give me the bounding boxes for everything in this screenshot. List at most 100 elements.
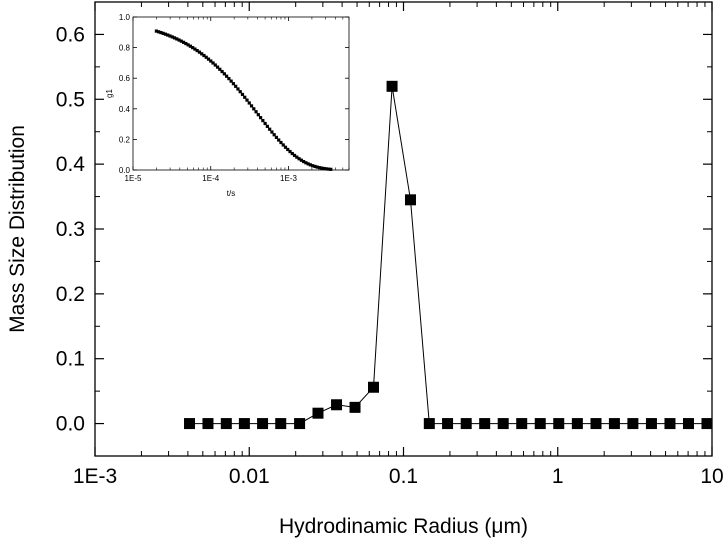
inset-data-point	[249, 104, 254, 108]
inset-data-point	[268, 127, 272, 131]
x-tick-label: 0.1	[389, 465, 418, 488]
data-point	[571, 418, 583, 430]
data-point	[331, 399, 343, 411]
data-point	[184, 418, 196, 430]
inset-data-point	[279, 140, 283, 145]
inset-plot: 1E-5 1E-4 1E-3 0.0 0.2 0.4 0.6 0.8 1.0 t/s g1	[105, 13, 350, 198]
data-point	[238, 418, 250, 430]
data-point	[497, 418, 509, 430]
data-point	[202, 418, 214, 430]
x-tick-label: 10	[700, 465, 723, 488]
inset-data-point	[234, 84, 238, 88]
y-tick-label: 0.6	[56, 23, 85, 46]
inset-data-point	[161, 31, 165, 35]
inset-data-point	[191, 46, 195, 50]
inset-y-tick-label: 0.2	[119, 135, 131, 144]
inset-data-point	[252, 107, 256, 111]
inset-data-point	[238, 90, 242, 94]
inset-data-point	[258, 116, 263, 120]
data-point	[534, 418, 546, 430]
inset-data-point	[202, 53, 206, 58]
data-point	[257, 418, 269, 430]
inset-data-point	[311, 164, 315, 168]
inset-data-point	[265, 124, 269, 128]
inset-data-point	[290, 151, 294, 156]
inset-data-point	[211, 61, 215, 65]
inset-data-point	[322, 166, 326, 171]
inset-data-point	[229, 79, 233, 83]
data-point	[682, 418, 694, 430]
inset-data-point	[324, 167, 328, 171]
inset-data-point	[299, 158, 303, 162]
y-tick-label: 0.5	[56, 88, 85, 111]
inset-data-point	[297, 157, 301, 161]
data-point	[294, 418, 306, 430]
inset-data-point	[270, 130, 274, 134]
inset-data-point	[172, 36, 177, 40]
inset-data-point	[168, 34, 172, 38]
inset-data-point	[213, 63, 217, 67]
data-point	[479, 418, 491, 430]
inset-data-point	[231, 82, 236, 86]
inset-data-point	[222, 72, 226, 76]
inset-data-point	[184, 41, 188, 46]
x-tick-label: 0.01	[229, 465, 270, 488]
inset-data-point	[225, 74, 229, 78]
inset-data-point	[329, 167, 333, 171]
inset-x-tick-label: 1E-4	[202, 174, 219, 183]
inset-data-point	[254, 110, 258, 114]
inset-data-point	[204, 55, 208, 59]
data-point	[404, 194, 416, 206]
data-point	[553, 418, 565, 430]
main-plot: 1E-3 0.01 0.1 1 10 0.0 0.1 0.2 0.3 0.4 0.5 0.6 Hydro…	[6, 1, 724, 538]
inset-data-point	[326, 167, 331, 171]
data-point	[442, 418, 454, 430]
inset-data-point	[209, 59, 213, 63]
inset-data-point	[308, 163, 313, 167]
data-point	[367, 381, 379, 393]
x-tick-label: 1	[552, 465, 564, 488]
x-tick-label: 1E-3	[73, 465, 117, 488]
y-tick-label: 0.1	[56, 348, 85, 371]
x-axis-title: Hydrodinamic Radius (μm)	[279, 515, 528, 538]
inset-data-point	[220, 69, 224, 74]
inset-y-tick-label: 0.6	[119, 74, 131, 83]
data-point	[312, 407, 324, 419]
inset-data-point	[313, 164, 317, 169]
inset-data-point	[292, 153, 297, 158]
inset-data-point	[166, 33, 170, 37]
y-tick-label: 0.2	[56, 283, 85, 306]
inset-x-tick-label: 1E-3	[280, 174, 297, 183]
inset-data-point	[175, 37, 179, 41]
inset-data-point	[320, 166, 324, 170]
inset-data-point	[281, 143, 285, 147]
data-point	[349, 401, 361, 413]
inset-data-point	[243, 95, 247, 99]
data-point	[423, 418, 435, 430]
data-point	[645, 418, 657, 430]
inset-data-point	[206, 57, 211, 61]
inset-data-point	[163, 32, 168, 36]
data-point	[590, 418, 602, 430]
inset-data-point	[247, 101, 251, 105]
data-point	[516, 418, 528, 430]
inset-y-tick-label: 0.8	[119, 44, 131, 53]
data-point	[460, 418, 472, 430]
data-point	[220, 418, 232, 430]
inset-data-point	[302, 159, 306, 164]
inset-data-point	[315, 165, 319, 169]
inset-y-tick-label: 0.4	[119, 105, 131, 114]
inset-data-point	[200, 52, 204, 56]
inset-data-point	[236, 87, 240, 91]
inset-data-point	[154, 29, 159, 33]
inset-data-point	[159, 30, 163, 35]
inset-data-point	[295, 155, 299, 159]
inset-data-point	[274, 135, 279, 140]
inset-data-point	[288, 149, 292, 154]
inset-data-point	[283, 145, 288, 149]
inset-data-point	[304, 161, 308, 165]
inset-data-point	[263, 121, 267, 126]
inset-data-point	[261, 118, 265, 123]
inset-data-point	[256, 113, 260, 117]
